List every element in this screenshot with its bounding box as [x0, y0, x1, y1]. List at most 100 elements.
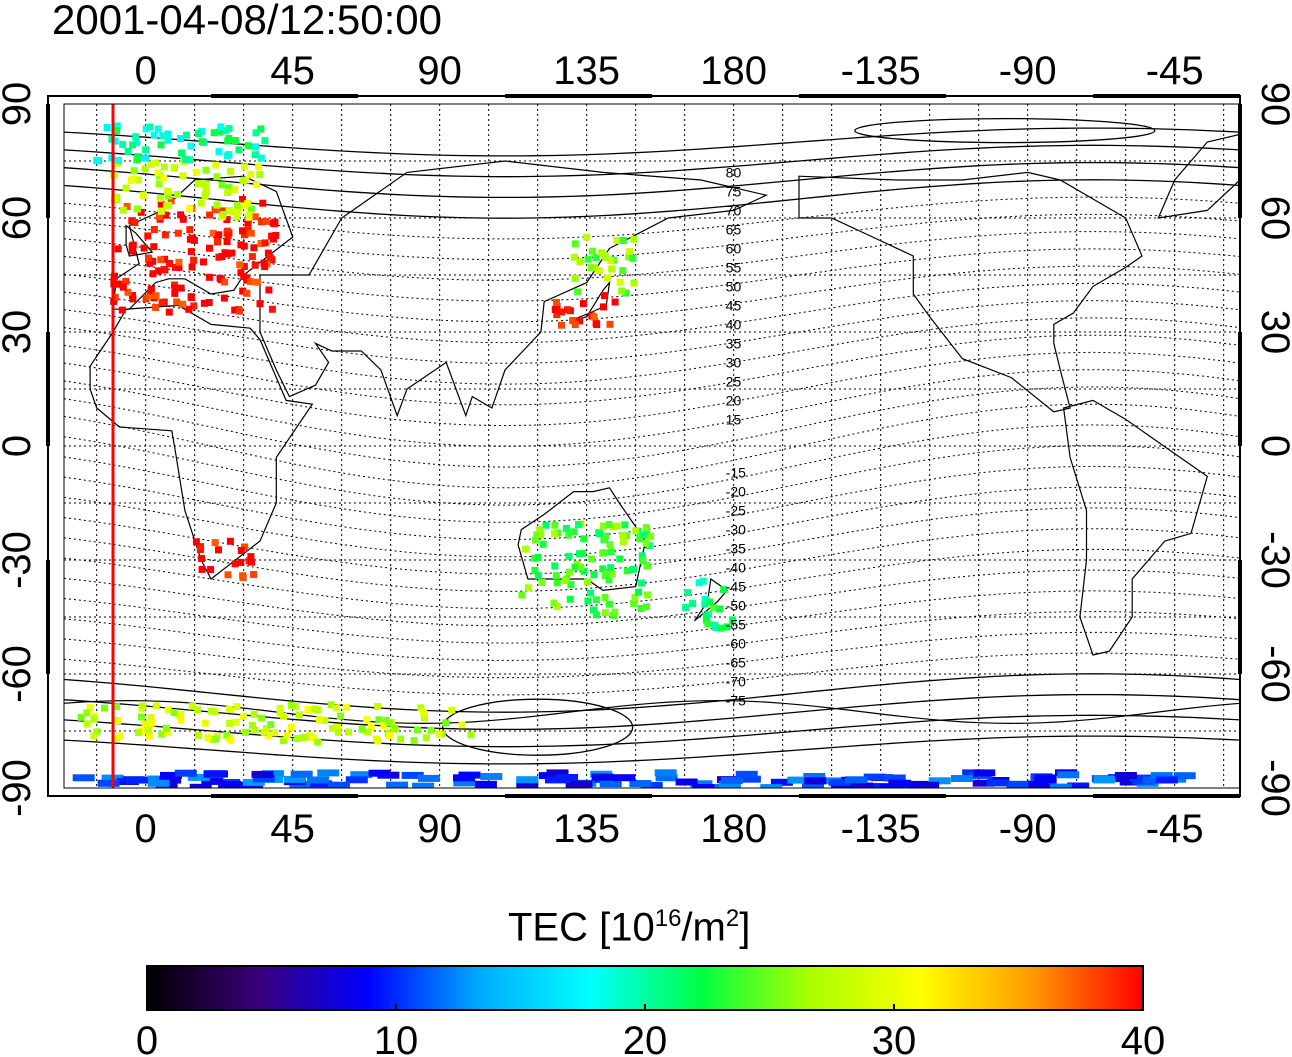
tec-point [607, 257, 615, 265]
tec-point [225, 151, 233, 158]
tec-point [851, 782, 874, 788]
tec-point [606, 320, 614, 328]
tec-point [194, 180, 202, 188]
magnetic-latitude-contour [64, 213, 1240, 261]
tec-point [579, 300, 587, 308]
tec-point [283, 775, 306, 783]
latitude-label-left: 60 [0, 196, 39, 241]
tec-point [592, 254, 600, 262]
tec-point [314, 738, 322, 746]
latitude-label-right: 60 [1253, 196, 1292, 241]
tec-point [203, 770, 226, 778]
tec-point [175, 264, 183, 271]
tec-point [202, 180, 209, 188]
tec-point [518, 591, 526, 599]
tec-point [247, 205, 255, 213]
tec-point [590, 606, 597, 614]
longitude-label-top: -90 [999, 49, 1057, 93]
tec-point [233, 213, 240, 221]
frame-tick-top [211, 94, 358, 98]
tec-point [163, 202, 170, 210]
tec-point [190, 236, 198, 244]
tec-point [647, 532, 655, 540]
coastlines [64, 133, 1240, 725]
contour-label: -50 [726, 598, 746, 614]
tec-point [221, 278, 229, 286]
latitude-label-right: 90 [1253, 82, 1292, 127]
tec-point [558, 321, 565, 329]
tec-point [1114, 772, 1137, 779]
tec-point [577, 563, 585, 571]
tec-point [248, 558, 256, 566]
tec-point [124, 147, 132, 155]
tec-point [72, 774, 95, 782]
tec-point [152, 702, 160, 710]
tec-point [113, 122, 121, 130]
tec-point [206, 211, 214, 219]
magnetic-latitude-contour [64, 127, 1240, 157]
tec-point [592, 596, 600, 604]
tec-point [141, 165, 149, 173]
tec-point [179, 300, 187, 308]
latitude-label-right: -60 [1253, 645, 1292, 703]
tec-point [119, 141, 127, 148]
longitude-label-top: 90 [417, 49, 462, 93]
coastline [125, 224, 154, 257]
contour-label: -60 [726, 636, 746, 652]
tec-point [240, 262, 248, 270]
tec-point [605, 521, 613, 529]
tec-point [144, 254, 152, 262]
contour-label: -15 [726, 465, 746, 481]
tec-point [623, 532, 631, 540]
magnetic-latitude-contour [64, 386, 1240, 468]
coastline [89, 304, 314, 580]
tec-point [164, 192, 172, 200]
tec-point [236, 261, 244, 269]
tec-point [828, 778, 851, 786]
tec-point [385, 719, 393, 727]
frame-tick-left [46, 332, 50, 446]
tec-point [197, 199, 205, 207]
contour-label: 25 [726, 373, 742, 389]
tec-point [209, 229, 217, 237]
magnetic-latitude-contour [64, 735, 1240, 765]
tec-point [219, 210, 227, 218]
tec-point [210, 129, 218, 137]
tec-point [177, 710, 185, 718]
tec-point [539, 540, 547, 548]
tec-point [178, 149, 186, 157]
contour-label: 20 [726, 392, 742, 408]
latitude-label-left: -90 [0, 759, 39, 817]
tec-point [830, 783, 853, 788]
longitude-label-bottom: 90 [417, 807, 462, 851]
tec-point [255, 163, 263, 171]
tec-point [252, 143, 259, 151]
tec-point [576, 258, 584, 266]
tec-point [550, 599, 558, 607]
tec-point [207, 707, 215, 715]
tec-point [702, 612, 710, 620]
tec-point [550, 530, 558, 538]
tec-point [165, 308, 173, 316]
tec-point [629, 565, 637, 573]
tec-point [622, 289, 630, 297]
tec-point [701, 600, 709, 608]
tec-point [251, 213, 259, 221]
tec-point [187, 248, 195, 256]
tec-point [7, 479, 14, 486]
tec-point [243, 276, 251, 284]
tec-point [804, 777, 827, 785]
tec-point [342, 703, 350, 711]
tec-point [251, 151, 259, 159]
tec-point [1093, 775, 1116, 783]
tec-point [276, 704, 284, 712]
tec-point [250, 571, 258, 578]
longitude-label-bottom: 0 [135, 807, 157, 851]
coastline [112, 175, 294, 310]
contour-label: 15 [726, 411, 742, 427]
tec-point [1034, 774, 1057, 782]
tec-point [607, 548, 615, 556]
tec-point [154, 125, 162, 133]
tec-data-points [7, 122, 1196, 788]
tec-point [141, 720, 149, 728]
